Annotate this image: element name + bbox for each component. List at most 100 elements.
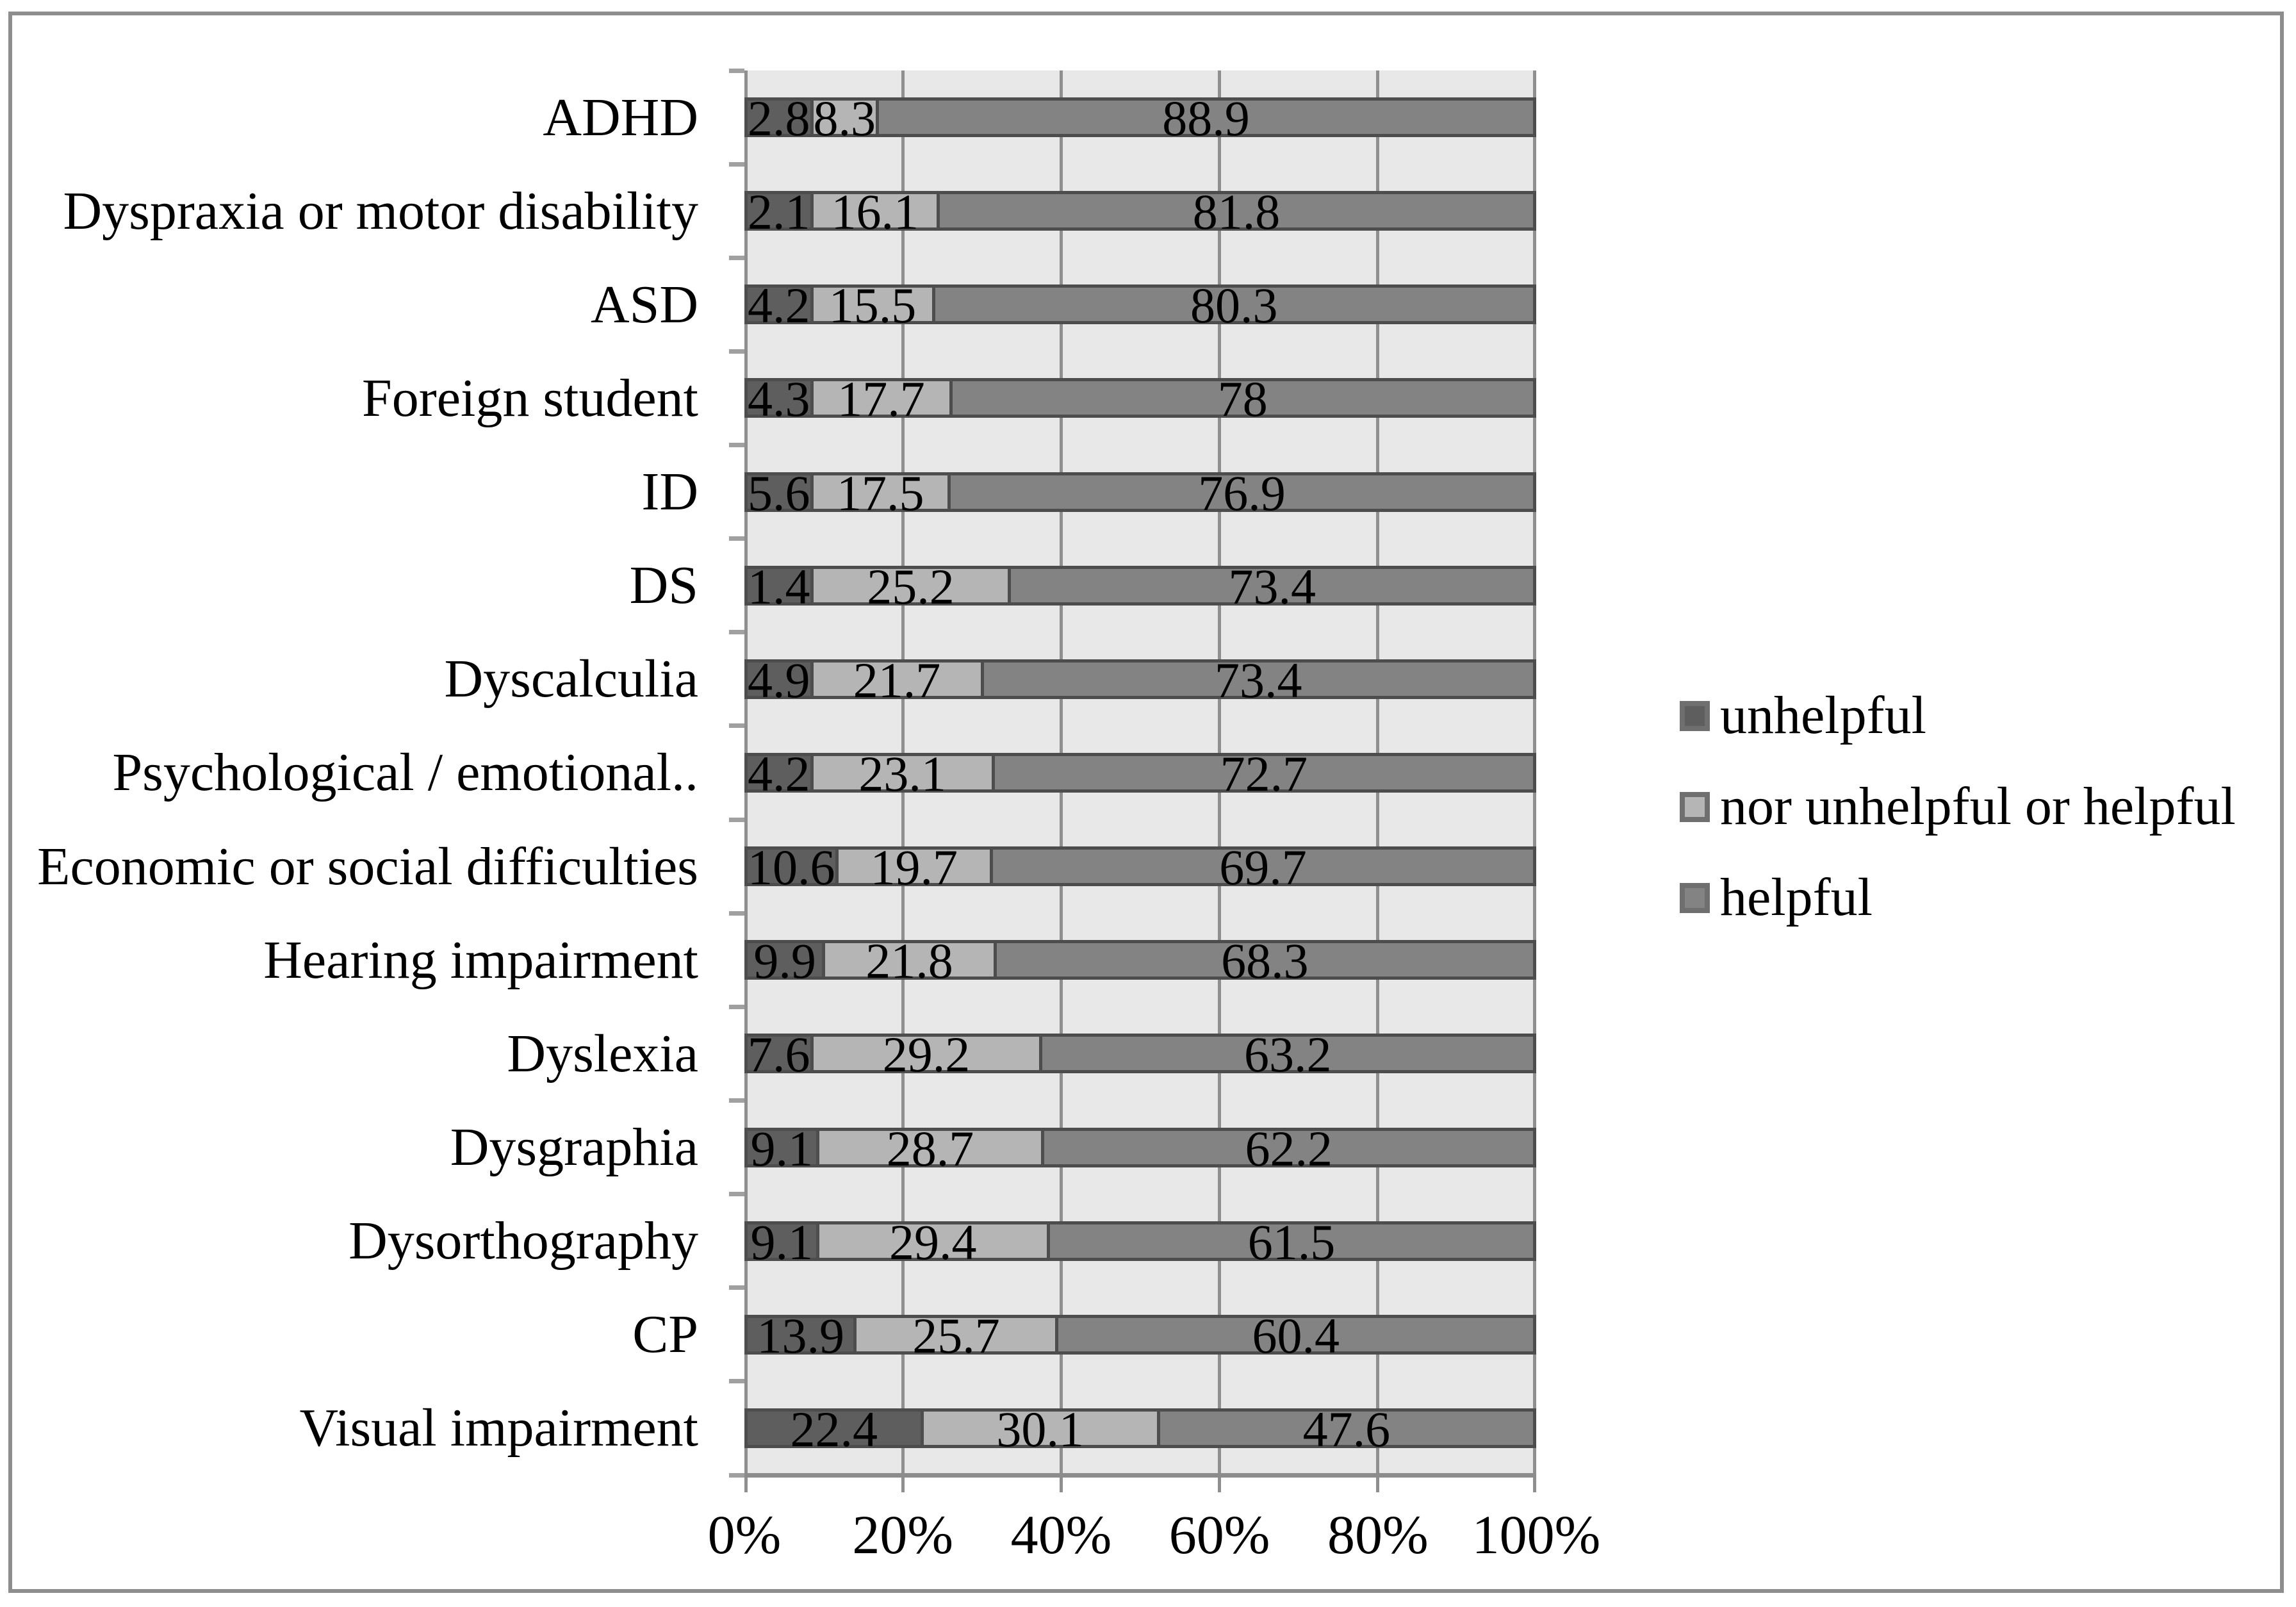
segment-helpful: 78 (952, 374, 1533, 424)
segment-nor-unhelpful-or-helpful: 16.1 (813, 187, 940, 237)
value-label-nor-unhelpful-or-helpful: 28.7 (886, 1120, 974, 1176)
value-label-nor-unhelpful-or-helpful: 16.1 (831, 184, 919, 240)
legend-swatch-helpful (1680, 882, 1710, 913)
value-label-helpful: 47.6 (1302, 1401, 1391, 1457)
bar-foreign-student: 4.3 17.7 78 (744, 374, 1536, 424)
category-label-id: ID (641, 462, 698, 522)
segment-unhelpful: 2.1 (748, 187, 814, 237)
value-label-unhelpful: 22.4 (790, 1401, 878, 1457)
segment-nor-unhelpful-or-helpful: 29.4 (819, 1217, 1050, 1267)
legend-swatch-nor-unhelpful-or-helpful (1680, 791, 1710, 822)
segment-helpful: 63.2 (1042, 1030, 1533, 1080)
segment-unhelpful: 22.4 (748, 1404, 924, 1454)
segment-unhelpful: 7.6 (748, 1030, 814, 1080)
x-tick-label-40: 40% (1010, 1504, 1112, 1565)
x-tick-label-0: 0% (707, 1504, 782, 1565)
category-axis-tick (729, 349, 744, 354)
category-axis-tick (729, 723, 744, 729)
bar-visual-impairment: 22.4 30.1 47.6 (744, 1404, 1536, 1454)
category-label-economic-or-social-difficulties: Economic or social difficulties (37, 836, 698, 896)
segment-unhelpful: 1.4 (748, 561, 814, 611)
segment-nor-unhelpful-or-helpful: 17.7 (813, 374, 953, 424)
segment-unhelpful: 9.1 (748, 1123, 819, 1173)
category-label-visual-impairment: Visual impairment (299, 1398, 699, 1458)
category-axis-tick (729, 817, 744, 822)
segment-unhelpful: 4.2 (748, 749, 814, 799)
x-tick-label-60: 60% (1168, 1504, 1270, 1565)
value-label-nor-unhelpful-or-helpful: 15.5 (828, 277, 917, 334)
bar-economic-or-social-difficulties: 10.6 19.7 69.7 (744, 843, 1536, 893)
value-label-helpful: 69.7 (1219, 839, 1307, 896)
category-axis-tick (729, 68, 744, 73)
legend-item-unhelpful: unhelpful (1680, 687, 1926, 745)
bar-hearing-impairment: 9.9 21.8 68.3 (744, 936, 1536, 986)
value-label-helpful: 80.3 (1190, 277, 1278, 334)
legend-item-nor-unhelpful-or-helpful: nor unhelpful or helpful (1680, 778, 2236, 836)
segment-nor-unhelpful-or-helpful: 25.2 (813, 561, 1012, 611)
value-label-nor-unhelpful-or-helpful: 29.4 (889, 1214, 977, 1270)
legend-item-helpful: helpful (1680, 869, 1873, 927)
category-axis-tick (729, 161, 744, 167)
category-axis-tick (729, 1379, 744, 1384)
segment-unhelpful: 9.9 (748, 936, 826, 986)
x-axis-tick-60pct (1218, 1475, 1222, 1492)
plot-area: 2.8 8.3 88.9 2.1 16.1 81.8 4.2 15.5 80.3 4.3 17.7 7… (729, 68, 1536, 1492)
segment-helpful: 72.7 (994, 749, 1533, 799)
value-label-nor-unhelpful-or-helpful: 29.2 (882, 1026, 971, 1083)
value-label-nor-unhelpful-or-helpful: 30.1 (996, 1401, 1084, 1457)
value-label-nor-unhelpful-or-helpful: 25.2 (867, 558, 955, 614)
value-label-unhelpful: 4.3 (748, 371, 810, 427)
segment-helpful: 81.8 (939, 187, 1533, 237)
segment-nor-unhelpful-or-helpful: 15.5 (813, 281, 935, 331)
legend-swatch-unhelpful (1680, 700, 1710, 731)
segment-helpful: 60.4 (1058, 1310, 1533, 1360)
value-label-unhelpful: 1.4 (748, 558, 810, 614)
value-label-unhelpful: 4.2 (748, 746, 810, 802)
value-label-unhelpful: 2.1 (748, 184, 810, 240)
category-label-dyscalculia: Dyscalculia (444, 649, 699, 709)
category-axis-tick (729, 536, 744, 541)
segment-nor-unhelpful-or-helpful: 23.1 (813, 749, 995, 799)
value-label-unhelpful: 2.8 (748, 90, 810, 147)
segment-unhelpful: 9.1 (748, 1217, 819, 1267)
value-label-helpful: 61.5 (1247, 1214, 1336, 1270)
value-label-helpful: 73.4 (1215, 652, 1302, 708)
value-label-helpful: 81.8 (1192, 184, 1281, 240)
segment-helpful: 69.7 (993, 843, 1533, 893)
segment-nor-unhelpful-or-helpful: 8.3 (813, 94, 879, 144)
category-label-cp: CP (632, 1305, 698, 1365)
segment-unhelpful: 2.8 (748, 94, 814, 144)
category-axis-tick (729, 1192, 744, 1197)
value-label-unhelpful: 13.9 (757, 1307, 844, 1364)
bar-psychological-emotional: 4.2 23.1 72.7 (744, 749, 1536, 799)
value-label-unhelpful: 4.2 (748, 277, 810, 334)
segment-helpful: 73.4 (983, 655, 1533, 705)
value-label-helpful: 76.9 (1198, 465, 1286, 521)
value-label-unhelpful: 7.6 (748, 1026, 810, 1083)
bar-dyslexia: 7.6 29.2 63.2 (744, 1030, 1536, 1080)
segment-helpful: 73.4 (1011, 561, 1533, 611)
segment-nor-unhelpful-or-helpful: 21.8 (825, 936, 997, 986)
segment-unhelpful: 5.6 (748, 468, 814, 518)
value-label-helpful: 62.2 (1245, 1120, 1332, 1176)
value-label-nor-unhelpful-or-helpful: 21.7 (853, 652, 941, 708)
value-label-unhelpful: 9.1 (750, 1120, 814, 1176)
segment-nor-unhelpful-or-helpful: 19.7 (838, 843, 994, 893)
value-label-helpful: 88.9 (1162, 90, 1250, 147)
category-label-psychological-emotional: Psychological / emotional.. (112, 743, 698, 803)
value-label-nor-unhelpful-or-helpful: 8.3 (813, 90, 876, 147)
segment-helpful: 47.6 (1160, 1404, 1533, 1454)
bar-dyspraxia-or-motor-disability: 2.1 16.1 81.8 (744, 187, 1536, 237)
category-label-dysgraphia: Dysgraphia (450, 1117, 698, 1178)
category-label-dyspraxia-or-motor-disability: Dyspraxia or motor disability (63, 181, 698, 241)
legend-label-nor-unhelpful-or-helpful: nor unhelpful or helpful (1720, 777, 2236, 836)
segment-helpful: 61.5 (1050, 1217, 1533, 1267)
bar-asd: 4.2 15.5 80.3 (744, 281, 1536, 331)
segment-unhelpful: 13.9 (748, 1310, 857, 1360)
value-label-helpful: 72.7 (1220, 746, 1308, 802)
segment-nor-unhelpful-or-helpful: 29.2 (813, 1030, 1043, 1080)
category-label-dysorthography: Dysorthography (348, 1211, 698, 1271)
segment-unhelpful: 4.2 (748, 281, 814, 331)
segment-unhelpful: 4.9 (748, 655, 814, 705)
